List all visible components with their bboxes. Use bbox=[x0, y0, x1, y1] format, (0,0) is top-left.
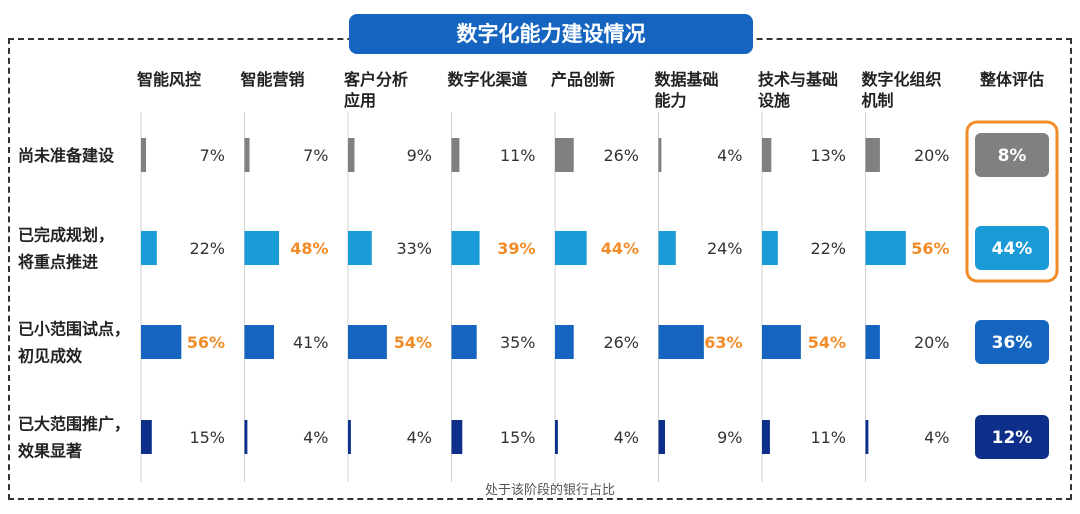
row-label: 初见成效 bbox=[18, 347, 82, 366]
bar bbox=[762, 231, 778, 265]
data-label: 56% bbox=[187, 333, 225, 352]
bar bbox=[762, 420, 770, 454]
category-label: 数字化渠道 bbox=[448, 70, 528, 89]
overall-box bbox=[975, 320, 1049, 364]
bar bbox=[348, 420, 351, 454]
bar bbox=[244, 138, 250, 172]
category-label: 客户分析 bbox=[344, 70, 408, 89]
bar bbox=[865, 231, 906, 265]
overall-highlight-outline bbox=[965, 120, 1059, 283]
data-label: 54% bbox=[394, 333, 432, 352]
overall-value: 36% bbox=[992, 333, 1033, 353]
data-label: 63% bbox=[704, 333, 742, 352]
bar bbox=[244, 420, 248, 454]
data-label: 7% bbox=[303, 146, 328, 165]
bar bbox=[244, 325, 275, 359]
bar bbox=[348, 138, 355, 172]
data-label: 22% bbox=[189, 239, 225, 258]
data-label: 9% bbox=[717, 428, 742, 447]
bar bbox=[762, 138, 772, 172]
data-label: 39% bbox=[497, 239, 535, 258]
bar bbox=[658, 231, 676, 265]
bar bbox=[451, 231, 480, 265]
category-label: 技术与基础 bbox=[758, 70, 838, 89]
category-label: 智能营销 bbox=[241, 70, 305, 89]
data-label: 48% bbox=[290, 239, 328, 258]
bar bbox=[555, 325, 574, 359]
bar bbox=[348, 231, 372, 265]
category-label: 数据基础 bbox=[655, 70, 719, 89]
data-label: 4% bbox=[303, 428, 328, 447]
data-label: 22% bbox=[810, 239, 846, 258]
bar bbox=[555, 138, 574, 172]
x-axis-label: 处于该阶段的银行占比 bbox=[484, 483, 615, 498]
bar bbox=[141, 420, 152, 454]
data-label: 11% bbox=[810, 428, 846, 447]
overall-value: 12% bbox=[992, 428, 1033, 448]
bar bbox=[555, 231, 587, 265]
bar bbox=[555, 420, 558, 454]
overall-header: 整体评估 bbox=[979, 70, 1044, 89]
bar bbox=[141, 138, 147, 172]
bar bbox=[658, 138, 662, 172]
bar bbox=[141, 231, 157, 265]
data-label: 4% bbox=[614, 428, 639, 447]
bar bbox=[141, 325, 182, 359]
overall-box bbox=[975, 415, 1049, 459]
row-label: 将重点推进 bbox=[18, 253, 98, 272]
overall-value: 8% bbox=[998, 146, 1027, 166]
bar bbox=[865, 138, 880, 172]
data-label: 24% bbox=[707, 239, 743, 258]
data-label: 13% bbox=[810, 146, 846, 165]
chart-title: 数字化能力建设情况 bbox=[349, 14, 753, 54]
data-label: 20% bbox=[914, 146, 950, 165]
data-label: 33% bbox=[396, 239, 432, 258]
data-label: 20% bbox=[914, 333, 950, 352]
row-label: 已小范围试点， bbox=[18, 320, 130, 339]
data-label: 4% bbox=[407, 428, 432, 447]
data-label: 15% bbox=[500, 428, 536, 447]
overall-box bbox=[975, 133, 1049, 177]
category-label: 智能风控 bbox=[137, 70, 201, 89]
data-label: 41% bbox=[293, 333, 329, 352]
data-label: 15% bbox=[189, 428, 225, 447]
bar bbox=[865, 325, 880, 359]
bar bbox=[451, 420, 463, 454]
bar bbox=[865, 420, 869, 454]
category-label: 数字化组织 bbox=[862, 70, 942, 89]
data-label: 9% bbox=[407, 146, 432, 165]
bar bbox=[658, 420, 665, 454]
data-label: 4% bbox=[717, 146, 742, 165]
data-label: 11% bbox=[500, 146, 536, 165]
data-label: 26% bbox=[603, 146, 639, 165]
data-label: 54% bbox=[808, 333, 846, 352]
row-label: 效果显著 bbox=[18, 442, 82, 461]
category-label: 应用 bbox=[344, 91, 376, 110]
row-label: 已完成规划， bbox=[18, 226, 114, 245]
bar bbox=[451, 138, 460, 172]
bar bbox=[762, 325, 801, 359]
bar bbox=[451, 325, 477, 359]
data-label: 35% bbox=[500, 333, 536, 352]
bar bbox=[658, 325, 704, 359]
bar bbox=[244, 231, 280, 265]
overall-box bbox=[975, 226, 1049, 270]
data-label: 56% bbox=[911, 239, 949, 258]
category-label: 产品创新 bbox=[551, 70, 615, 89]
category-label: 机制 bbox=[862, 91, 894, 110]
bar bbox=[348, 325, 387, 359]
data-label: 26% bbox=[603, 333, 639, 352]
data-label: 44% bbox=[601, 239, 639, 258]
overall-value: 44% bbox=[992, 239, 1033, 259]
category-label: 能力 bbox=[655, 91, 687, 110]
row-label: 已大范围推广， bbox=[18, 415, 130, 434]
row-label: 尚未准备建设 bbox=[18, 146, 115, 165]
data-label: 7% bbox=[200, 146, 225, 165]
category-label: 设施 bbox=[758, 91, 790, 110]
data-label: 4% bbox=[924, 428, 949, 447]
